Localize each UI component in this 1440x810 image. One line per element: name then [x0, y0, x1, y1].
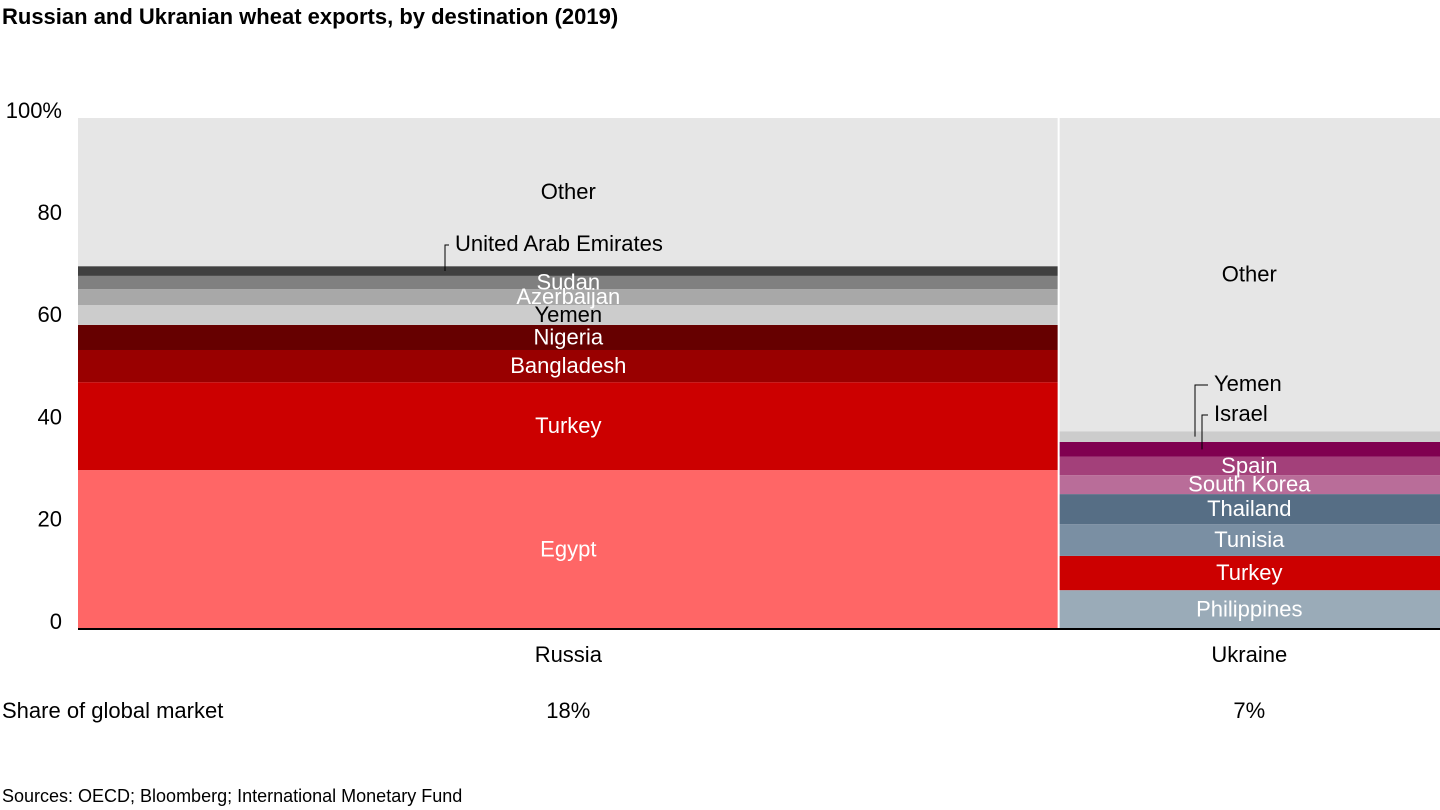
segment [1058, 456, 1440, 476]
segment-label: South Korea [1188, 471, 1311, 496]
x-tick-label: Russia [535, 642, 603, 667]
leader-line [1201, 414, 1208, 450]
segment [78, 349, 1059, 383]
segment [78, 324, 1059, 350]
segment-label: Tunisia [1214, 527, 1285, 552]
y-tick-label: 80 [38, 200, 62, 225]
share-title: Share of global market [2, 698, 223, 723]
segment-label: Sudan [537, 269, 601, 294]
segment-label: Azerbaijan [516, 284, 620, 309]
segment [78, 305, 1059, 325]
segment [78, 382, 1059, 471]
segment-label: Yemen [534, 302, 602, 327]
source: Sources: OECD; Bloomberg; International … [2, 786, 462, 806]
segment-label: Other [1222, 261, 1277, 286]
segment-label: United Arab Emirates [455, 231, 663, 256]
segment-label: Nigeria [533, 324, 603, 349]
chart-title: Russian and Ukranian wheat exports, by d… [2, 4, 618, 29]
segment [1058, 475, 1440, 495]
segment [1058, 590, 1440, 629]
segment-label: Egypt [540, 536, 596, 561]
x-tick-label: Ukraine [1211, 642, 1287, 667]
y-tick-label: 20 [38, 507, 62, 532]
share-label: 18% [546, 698, 590, 723]
segment [1058, 555, 1440, 591]
segment [78, 266, 1059, 276]
segment [1058, 524, 1440, 556]
y-tick-label: 0 [50, 609, 62, 634]
share-label: 7% [1233, 698, 1265, 723]
segment [78, 275, 1059, 290]
leader-line [444, 244, 449, 272]
segment-label: Philippines [1196, 596, 1302, 621]
segment [78, 470, 1059, 629]
segment [1058, 431, 1440, 442]
segment [78, 118, 1059, 267]
segment-label: Turkey [1216, 560, 1282, 585]
segment-label: Israel [1214, 401, 1268, 426]
segment-label: Other [541, 179, 596, 204]
segment [1058, 118, 1440, 432]
y-tick-label: 100% [6, 98, 62, 123]
segment [1058, 494, 1440, 525]
leader-line [1194, 384, 1208, 437]
y-tick-label: 60 [38, 302, 62, 327]
segment [78, 289, 1059, 306]
segment-label: Bangladesh [510, 353, 626, 378]
y-tick-label: 40 [38, 404, 62, 429]
segment-label: Thailand [1207, 496, 1291, 521]
segment-label: Spain [1221, 453, 1277, 478]
segment-label: Turkey [535, 413, 601, 438]
segment [1058, 441, 1440, 457]
segment-label: Yemen [1214, 371, 1282, 396]
